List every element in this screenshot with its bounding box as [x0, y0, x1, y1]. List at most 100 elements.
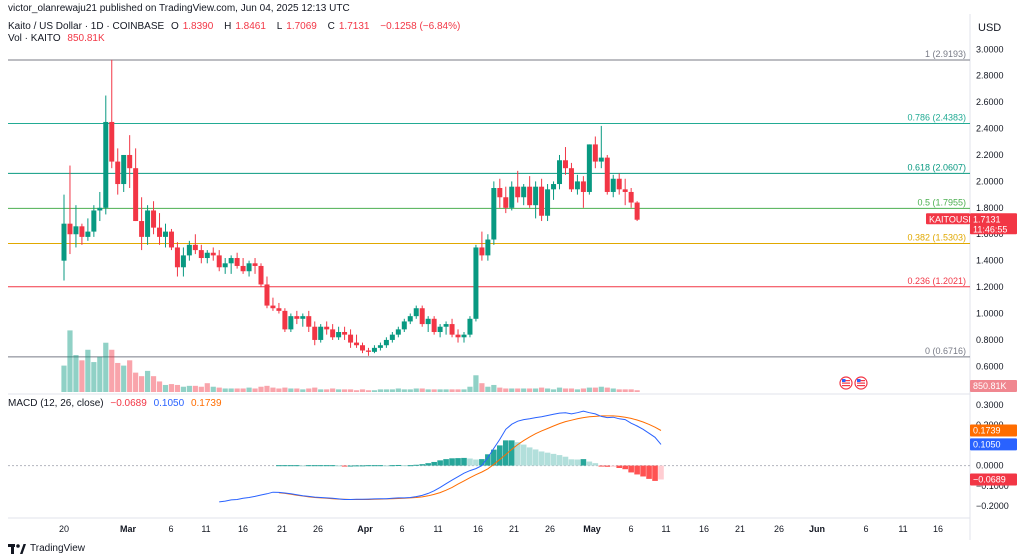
time-tick-label: 16 [473, 524, 483, 534]
candle-body [121, 154, 127, 185]
candle-body [401, 321, 407, 330]
macd-histogram-bar [628, 465, 634, 473]
candle-body [85, 231, 91, 237]
volume-bar [479, 383, 485, 392]
candle-body [634, 202, 640, 220]
volume-bar [574, 389, 581, 392]
ohlc-open: O 1.8390 [170, 21, 214, 32]
candle-body [467, 318, 473, 335]
volume-bar [109, 349, 115, 392]
macd-histogram-bar [658, 465, 664, 480]
candle-body [336, 332, 342, 338]
volume-bar [503, 388, 509, 392]
macd-histogram-bar [550, 453, 557, 466]
time-tick-label: 16 [699, 524, 709, 534]
candle-body [604, 157, 610, 192]
macd-histogram-bar [288, 465, 294, 467]
symbol-pill-bg [926, 213, 970, 225]
volume-bar [491, 384, 497, 392]
macd-signal-tag: 0.1739 [970, 424, 1017, 437]
volume-bar [133, 372, 139, 392]
volume-bar [210, 386, 216, 392]
volume-bar [550, 389, 557, 392]
flag-stripe [842, 385, 850, 387]
macd-histogram-bar [407, 465, 414, 467]
volume-bar [246, 387, 252, 392]
tradingview-logo: TradingView [8, 543, 85, 554]
macd-histogram-bar [610, 465, 617, 467]
macd-histogram-bar [341, 465, 348, 467]
volume-bar [539, 387, 545, 392]
volume-bar [67, 330, 73, 392]
macd-histogram-bar [526, 447, 533, 466]
macd-histogram-bar [485, 454, 491, 466]
volume-bar [455, 389, 461, 392]
macd-histogram-bar [395, 464, 402, 466]
macd-histogram-bar [449, 458, 455, 466]
candle-body [539, 186, 545, 216]
volume-bar [341, 389, 348, 392]
candle-body [521, 186, 527, 198]
macd-histogram-bar [544, 452, 551, 466]
macd-histogram-bar [574, 459, 581, 466]
volume-bar [568, 388, 575, 392]
macd-histogram-bar [497, 445, 503, 466]
tradingview-logo-icon [8, 543, 26, 554]
volume-bar [294, 388, 300, 392]
macd-legend: MACD (12, 26, close) −0.0689 0.1050 0.17… [8, 398, 226, 409]
volume-bar [139, 376, 145, 392]
candle-body [115, 161, 121, 185]
volume-bar [264, 385, 270, 392]
volume-bar [252, 388, 258, 392]
candle-body [174, 247, 180, 268]
time-tick-label: 11 [661, 524, 670, 534]
volume-bar [616, 389, 622, 392]
macd-histogram-bar [300, 465, 306, 467]
time-tick-label: 11 [201, 524, 210, 534]
candle-body [151, 210, 157, 228]
symbol-pill-text: KAITOUSD [929, 214, 975, 224]
macd-histogram-bar [604, 465, 611, 467]
volume-bar [91, 362, 97, 392]
candle-body [91, 210, 97, 232]
volume-bar [497, 387, 503, 392]
volume-bar [174, 384, 181, 392]
candle-body [431, 318, 437, 333]
time-tick-label: 21 [735, 524, 745, 534]
macd-legend-label: MACD (12, 26, close) [8, 398, 104, 409]
macd-histogram-bar [520, 444, 527, 466]
volume-bar [347, 389, 354, 392]
macd-histogram-bar [323, 465, 330, 467]
volume-legend-value: 850.81K [67, 33, 105, 44]
candle-body [449, 324, 455, 335]
volume-bar [150, 376, 157, 392]
ohlc-close: C 1.7131 [327, 21, 370, 32]
candle-body [562, 160, 568, 169]
price-tick-label: 0.8000 [976, 335, 1004, 345]
macd-histogram-bar [443, 459, 449, 466]
candle-body [616, 178, 622, 190]
candle-body [300, 316, 306, 319]
macd-line [219, 410, 662, 503]
candle-body [342, 332, 348, 335]
candle-body [437, 326, 443, 333]
currency-label: USD [978, 22, 1002, 34]
footer-brand: TradingView [30, 543, 86, 554]
volume-value-tag-text: 850.81K [973, 381, 1007, 391]
macd-histogram-bar [389, 465, 396, 467]
volume-bar [103, 342, 109, 392]
candle-body [228, 258, 234, 264]
last-price-tag-bg [970, 213, 1017, 235]
macd-histogram-bar [276, 465, 282, 467]
volume-bar [586, 387, 592, 392]
volume-bar [204, 383, 210, 392]
macd-legend-hist: −0.0689 [110, 398, 147, 409]
volume-bar [127, 360, 133, 392]
candle-body [568, 168, 574, 190]
candle-body [425, 318, 431, 325]
candle-body [527, 186, 533, 206]
fib-level-label: 0.618 (2.0607) [907, 162, 966, 172]
candle-body [222, 263, 228, 268]
macd-histogram-bar [640, 465, 646, 477]
